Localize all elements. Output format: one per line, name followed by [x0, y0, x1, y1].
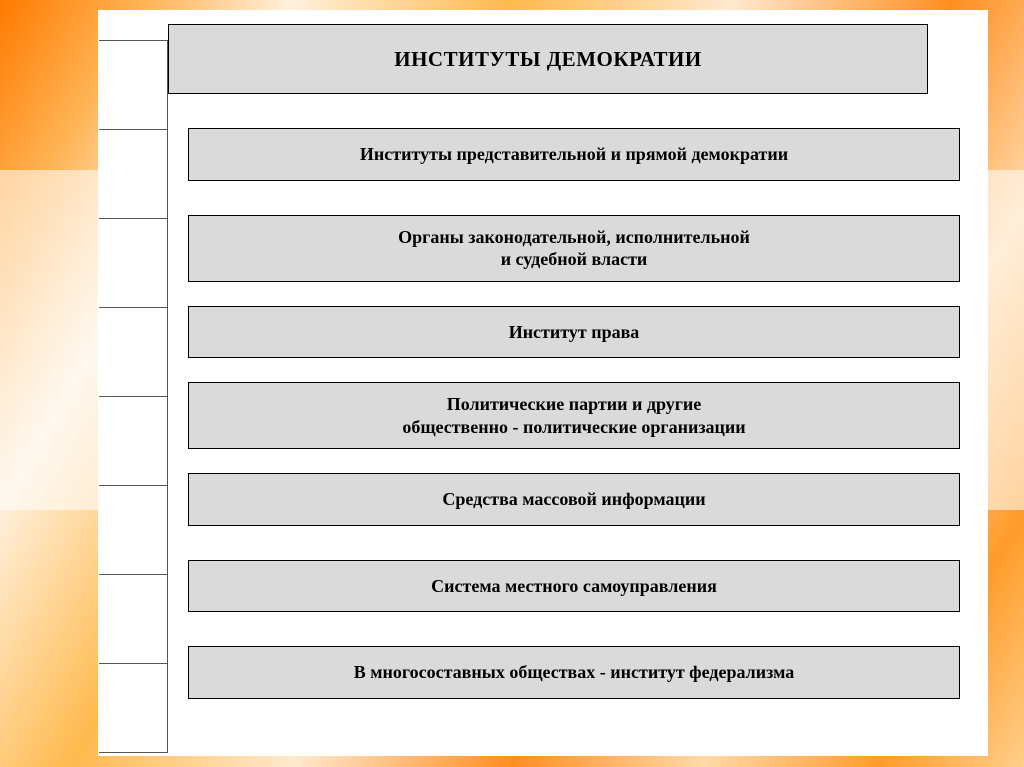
grid-cell: [99, 574, 168, 664]
grid-cell: [99, 307, 168, 397]
title-text: ИНСТИТУТЫ ДЕМОКРАТИИ: [394, 46, 701, 72]
item-text: Средства массовой информации: [442, 488, 705, 511]
item-box: Средства массовой информации: [188, 473, 960, 526]
left-side-grid: [98, 40, 168, 742]
item-text: Институт права: [509, 321, 640, 344]
item-text: Институты представительной и прямой демо…: [360, 143, 788, 166]
item-text: В многосоставных обществах - институт фе…: [354, 661, 794, 684]
grid-cell: [99, 40, 168, 130]
title-box: ИНСТИТУТЫ ДЕМОКРАТИИ: [168, 24, 928, 94]
item-text: общественно - политические организации: [402, 416, 745, 439]
grid-cell: [99, 218, 168, 308]
item-box: В многосоставных обществах - институт фе…: [188, 646, 960, 699]
item-text: Система местного самоуправления: [431, 575, 717, 598]
content-column: ИНСТИТУТЫ ДЕМОКРАТИИ Институты представи…: [168, 10, 988, 756]
grid-cell: [99, 485, 168, 575]
grid-cell: [99, 129, 168, 219]
grid-cell: [99, 663, 168, 753]
item-box: Политические партии и другие общественно…: [188, 382, 960, 449]
item-text: Органы законодательной, исполнительной: [398, 226, 750, 249]
slide-card: ИНСТИТУТЫ ДЕМОКРАТИИ Институты представи…: [98, 10, 988, 756]
item-box: Институты представительной и прямой демо…: [188, 128, 960, 181]
grid-cell: [99, 396, 168, 486]
item-box: Органы законодательной, исполнительной и…: [188, 215, 960, 282]
item-box: Институт права: [188, 306, 960, 359]
item-text: Политические партии и другие: [447, 393, 702, 416]
item-box: Система местного самоуправления: [188, 560, 960, 613]
item-text: и судебной власти: [501, 248, 648, 271]
